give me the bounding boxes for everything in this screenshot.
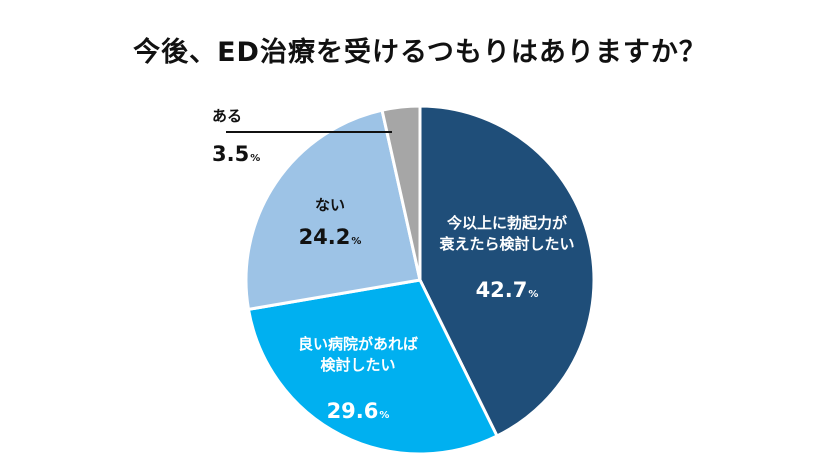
slice-value-4: 3.5% <box>212 142 260 166</box>
pie-slice-4 <box>380 104 422 282</box>
slice-label-4: ある <box>212 107 242 125</box>
slice-label-1: 今以上に勃起力が <box>446 214 568 232</box>
slice-label-2: 検討したい <box>320 356 395 374</box>
slice-label-2: 良い病院があれば <box>298 335 418 353</box>
slice-label-3: ない <box>315 196 345 214</box>
pie-slice-3 <box>244 108 422 311</box>
pie-slice-2 <box>247 278 499 456</box>
chart-title: 今後、ED治療を受けるつもりはありますか？ <box>133 37 707 68</box>
slice-label-1: 衰えたら検討したい <box>438 235 574 253</box>
pie-slice-1 <box>418 104 596 438</box>
